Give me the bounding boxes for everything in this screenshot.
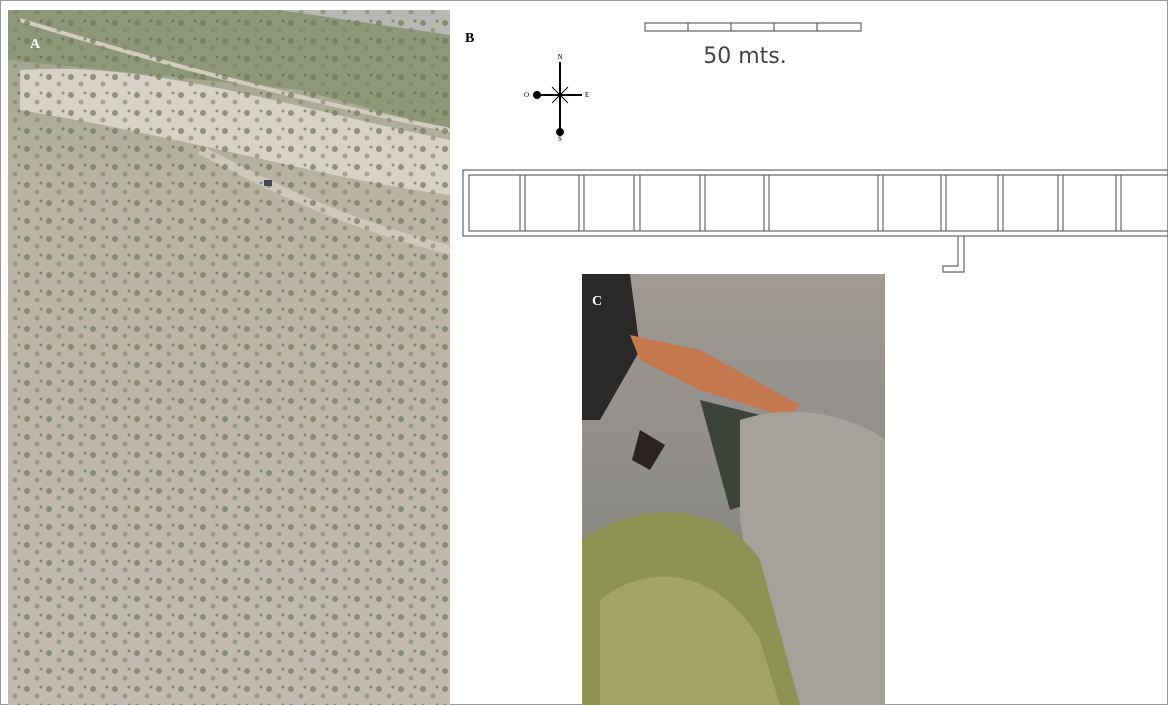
compass-w: O: [524, 91, 529, 99]
compass-s: S: [558, 135, 562, 143]
photo-a: A: [8, 10, 450, 705]
photo-c: C: [582, 274, 885, 705]
compass-n: N: [557, 53, 562, 61]
panel-label: C: [592, 294, 602, 309]
panel-label: A: [30, 37, 41, 52]
scale-label: 50 mts.: [703, 44, 787, 69]
compass-e: E: [585, 91, 589, 99]
panel-label: B: [465, 31, 474, 46]
figure: A B 50 mts. N E S O: [0, 0, 1168, 705]
